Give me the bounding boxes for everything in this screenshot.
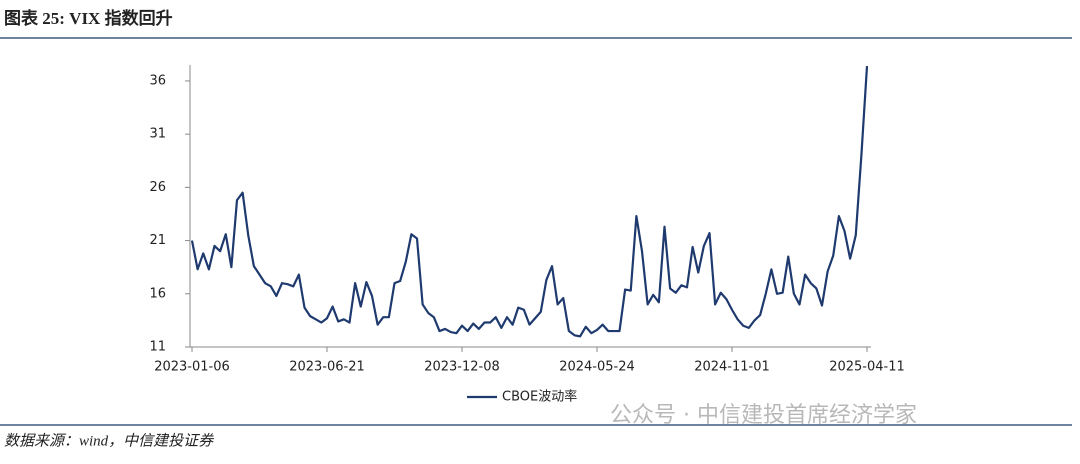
legend-label: CBOE波动率 bbox=[502, 389, 577, 405]
y-tick-label: 26 bbox=[149, 180, 166, 195]
y-tick-label: 31 bbox=[149, 127, 166, 142]
source-note: 数据来源：wind，中信建投证券 bbox=[4, 432, 214, 449]
x-tick-label: 2025-04-11 bbox=[829, 360, 905, 375]
x-tick-label: 2023-06-21 bbox=[289, 360, 365, 375]
chart-title: 图表 25: VIX 指数回升 bbox=[4, 8, 173, 28]
watermark: 公众号 · 中信建投首席经济学家 bbox=[610, 403, 917, 428]
x-tick-label: 2023-01-06 bbox=[154, 360, 230, 375]
x-tick-label: 2023-12-08 bbox=[424, 360, 500, 375]
y-tick-label: 11 bbox=[149, 340, 166, 355]
x-tick-label: 2024-11-01 bbox=[694, 360, 770, 375]
y-tick-label: 36 bbox=[149, 73, 166, 88]
y-tick-label: 21 bbox=[149, 233, 166, 248]
data-line bbox=[190, 65, 869, 338]
x-tick-label: 2024-05-24 bbox=[559, 360, 635, 375]
y-tick-label: 16 bbox=[149, 286, 166, 301]
